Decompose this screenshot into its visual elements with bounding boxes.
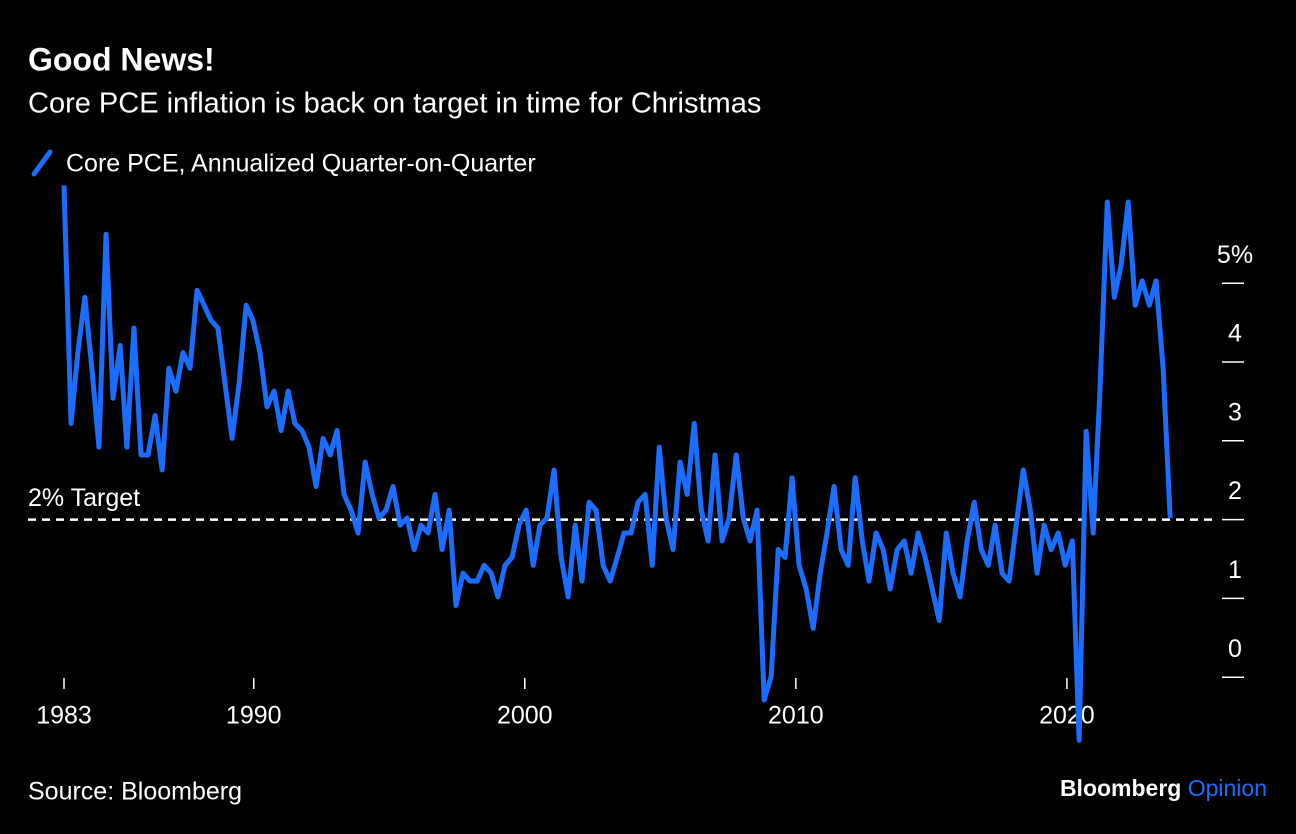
x-tick-label: 2010 <box>768 702 824 730</box>
chart-title: Good News! <box>28 41 215 77</box>
source: Source: Bloomberg <box>28 778 242 806</box>
y-tick-label: 4 <box>1228 320 1242 348</box>
x-tick-label: 2020 <box>1039 702 1095 730</box>
y-tick-label: 2 <box>1228 477 1242 505</box>
y-tick-label: 1 <box>1228 556 1242 584</box>
y-tick-label: 0 <box>1228 635 1242 663</box>
series-line <box>61 185 1173 743</box>
x-tick-label: 1990 <box>226 702 282 730</box>
chart-subtitle: Core PCE inflation is back on target in … <box>28 88 761 120</box>
y-tick-label: 3 <box>1228 398 1242 426</box>
y-tick-label: 5% <box>1217 241 1253 269</box>
brand-name: Bloomberg <box>1060 775 1181 801</box>
target-label: 2% Target <box>28 484 140 512</box>
brand-opinion: Opinion <box>1188 775 1267 801</box>
legend-swatch <box>31 149 53 177</box>
x-tick-label: 1983 <box>36 702 92 730</box>
brand: Bloomberg Opinion <box>1060 775 1267 801</box>
legend-label: Core PCE, Annualized Quarter-on-Quarter <box>66 150 536 178</box>
x-tick-label: 2000 <box>497 702 553 730</box>
